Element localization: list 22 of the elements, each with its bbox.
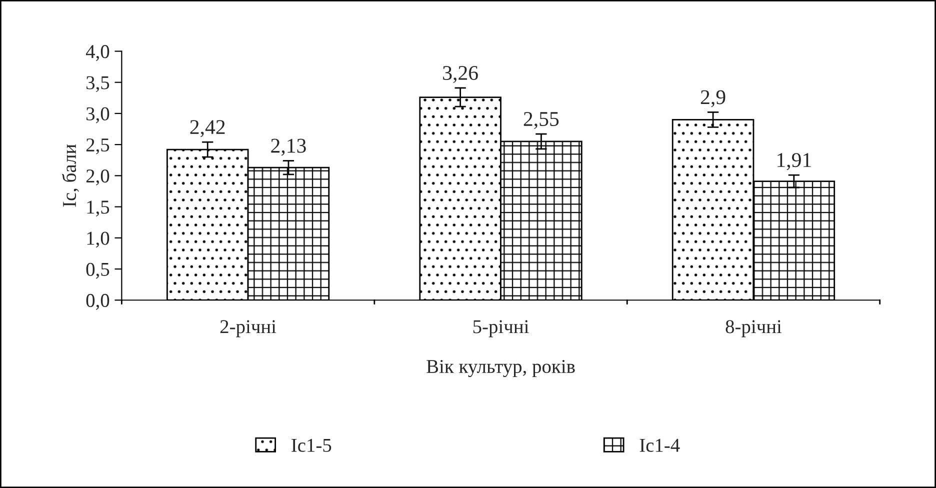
y-tick-label: 1,5 bbox=[87, 200, 110, 217]
data-label: 1,91 bbox=[778, 153, 811, 170]
y-tick-label: 1,0 bbox=[87, 232, 110, 248]
data-label: 2,9 bbox=[700, 90, 726, 108]
x-tick-label: 5-річні bbox=[473, 320, 529, 338]
data-label: 2,13 bbox=[271, 138, 306, 156]
y-tick-label: 4,0 bbox=[86, 45, 110, 61]
y-tick-label: 3,5 bbox=[86, 76, 110, 92]
x-tick-label: 2-річні bbox=[220, 320, 276, 338]
legend-label: Ic1-5 bbox=[292, 438, 332, 452]
data-label: 3,26 bbox=[443, 66, 478, 83]
x-tick-label: 8-річні bbox=[726, 320, 782, 338]
data-label: 2,55 bbox=[524, 112, 559, 130]
y-tick-label: 2,5 bbox=[86, 138, 110, 154]
x-axis-title: Вік культур, років bbox=[426, 360, 575, 378]
y-tick-label: 0,5 bbox=[86, 262, 110, 279]
y-tick-label: 2,0 bbox=[86, 169, 110, 186]
y-axis-title: Ic, бали bbox=[62, 144, 79, 207]
data-label: 2,42 bbox=[190, 120, 225, 138]
y-tick-label: 3,0 bbox=[86, 107, 110, 124]
legend-label: Ic1-4 bbox=[640, 438, 680, 452]
y-tick-label: 0,0 bbox=[86, 294, 110, 310]
